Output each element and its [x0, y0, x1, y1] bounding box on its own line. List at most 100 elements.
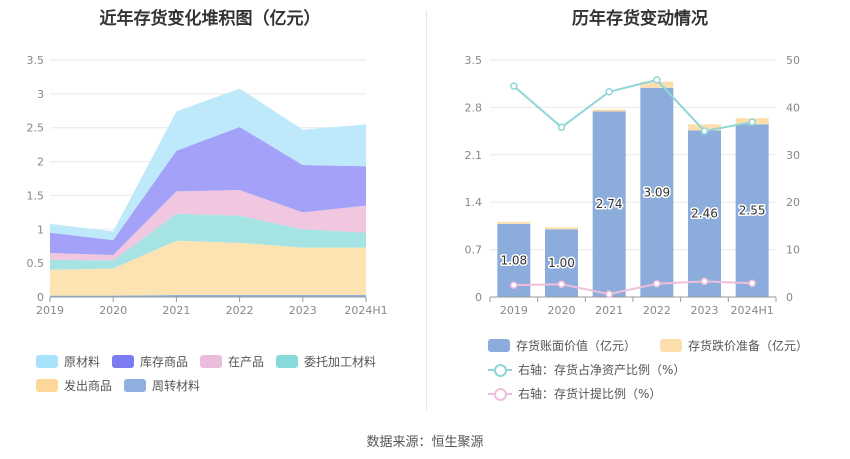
legend-label: 右轴：存货计提比例（%）: [518, 387, 662, 401]
legend-item[interactable]: 发出商品: [36, 377, 112, 394]
legend-item[interactable]: 委托加工材料: [276, 353, 376, 370]
legend-item[interactable]: 右轴：存货计提比例（%）: [488, 385, 661, 402]
legend-swatch: [276, 355, 298, 368]
legend-label: 存货账面价值（亿元）: [516, 339, 637, 353]
provision-ratio-point: [605, 290, 613, 298]
bar-value-label: 1.00: [548, 256, 575, 270]
y-tick-label: 2.5: [27, 122, 45, 135]
y-tick-label: 2.8: [465, 101, 483, 114]
y-tick-label: 3: [37, 88, 44, 101]
area-series: [50, 240, 366, 296]
x-tick-label: 2023: [289, 304, 317, 317]
legend-item[interactable]: 存货账面价值（亿元）: [488, 337, 636, 354]
bar-value-label: 3.09: [643, 185, 670, 199]
y-tick-label: 3.5: [27, 54, 45, 67]
provision-ratio-point: [748, 279, 756, 288]
legend-item[interactable]: 周转材料: [124, 377, 200, 394]
provision-ratio-point: [510, 281, 518, 289]
inventory-ratio-point: [700, 127, 709, 135]
legend-label: 原材料: [64, 355, 101, 369]
legend-swatch: [488, 363, 512, 377]
legend-item[interactable]: 原材料: [36, 353, 100, 370]
legend-label: 库存商品: [140, 355, 189, 369]
data-source: 数据来源：恒生聚源: [366, 435, 484, 450]
y-tick-label: 0.5: [27, 257, 45, 270]
x-tick-label: 2023: [691, 304, 719, 317]
impairment-bar: [592, 109, 626, 112]
impairment-bar: [545, 227, 578, 230]
legend-label: 存货跌价准备（亿元）: [688, 339, 809, 353]
book-value-bar: [735, 124, 769, 297]
legend-item[interactable]: 存货跌价准备（亿元）: [660, 337, 808, 354]
legend-swatch: [36, 355, 58, 368]
legend-swatch: [36, 379, 58, 392]
book-value-bar: [688, 130, 721, 297]
provision-ratio-point: [653, 279, 661, 288]
bar-value-label: 1.08: [500, 253, 527, 267]
y-tick-label: 0: [475, 291, 482, 304]
y-tick-label: 2: [37, 156, 44, 169]
bar-chart-title: 历年存货变动情况: [572, 9, 708, 29]
legend-item[interactable]: 在产品: [200, 353, 264, 370]
y-tick-label: 3.5: [465, 54, 483, 67]
legend-item[interactable]: 库存商品: [112, 353, 188, 370]
legend-swatch: [200, 355, 222, 368]
bar-value-label: 2.74: [596, 197, 623, 211]
legend-swatch: [660, 339, 682, 352]
book-value-bar: [592, 111, 626, 297]
y-tick-label: 1.5: [27, 189, 45, 202]
panel-divider: [426, 10, 427, 410]
bar-value-label: 2.55: [739, 204, 766, 218]
y2-tick-label: 30: [786, 149, 800, 162]
inventory-bar-panel: 历年存货变动情况 0 0.7 1.4 2.1 2.8 3.5 0 10 20 30 40 50 2019…: [430, 0, 850, 410]
x-tick-label: 2020: [99, 304, 127, 317]
stacked-area-chart: 0 0.5 1 1.5 2 2.5 3 3.5 2019 2020 2021 2022 2023 2024…: [27, 54, 388, 317]
legend-label: 右轴：存货占净资产比例（%）: [518, 363, 686, 377]
legend-swatch: [124, 379, 146, 392]
legend-label: 委托加工材料: [304, 355, 377, 369]
legend-swatch: [112, 355, 134, 368]
x-tick-label: 2022: [226, 304, 254, 317]
legend-label: 在产品: [228, 355, 265, 369]
x-tick-label: 2019: [36, 304, 64, 317]
x-tick-label: 2022: [643, 304, 671, 317]
y2-tick-label: 40: [786, 101, 800, 114]
stacked-area-panel: 近年存货变化堆积图（亿元） 0 0.5 1 1.5 2 2.5 3 3.5 2019 2020 20…: [0, 0, 420, 410]
y-tick-label: 0.7: [465, 244, 483, 257]
legend-swatch: [488, 339, 510, 352]
area-series: [50, 294, 366, 297]
y2-tick-label: 10: [786, 244, 800, 257]
legend-label: 周转材料: [152, 379, 201, 393]
inventory-ratio-point: [653, 76, 661, 84]
x-tick-label: 2024H1: [344, 304, 387, 317]
inventory-ratio-point: [510, 82, 518, 90]
legend-swatch: [488, 387, 512, 401]
inventory-ratio-point: [557, 123, 566, 132]
inventory-combo-chart: 0 0.7 1.4 2.1 2.8 3.5 0 10 20 30 40 50 2019 2020 2021 2…: [465, 54, 801, 317]
legend-item[interactable]: 右轴：存货占净资产比例（%）: [488, 361, 685, 378]
y2-tick-label: 50: [786, 54, 800, 67]
area-series: [50, 127, 366, 256]
y-tick-label: 0: [37, 291, 44, 304]
book-value-bar: [640, 87, 674, 298]
provision-ratio-line: [513, 280, 753, 296]
y-tick-label: 1.4: [465, 196, 483, 209]
x-tick-label: 2024H1: [731, 304, 774, 317]
provision-ratio-point: [700, 277, 709, 286]
x-tick-label: 2020: [548, 304, 576, 317]
x-tick-label: 2021: [595, 304, 623, 317]
impairment-bar: [497, 221, 531, 224]
bar-value-label: 2.46: [691, 207, 718, 221]
y2-tick-label: 0: [786, 291, 793, 304]
y-tick-label: 1: [37, 223, 44, 236]
area-chart-title: 近年存货变化堆积图（亿元）: [99, 9, 321, 29]
y2-tick-label: 20: [786, 196, 800, 209]
legend-label: 发出商品: [64, 379, 113, 393]
area-series: [50, 88, 366, 241]
inventory-ratio-point: [748, 118, 756, 126]
provision-ratio-point: [557, 280, 566, 288]
x-tick-label: 2019: [500, 304, 528, 317]
area-series: [50, 190, 366, 261]
inventory-ratio-line: [513, 78, 753, 133]
y-tick-label: 2.1: [465, 149, 483, 162]
